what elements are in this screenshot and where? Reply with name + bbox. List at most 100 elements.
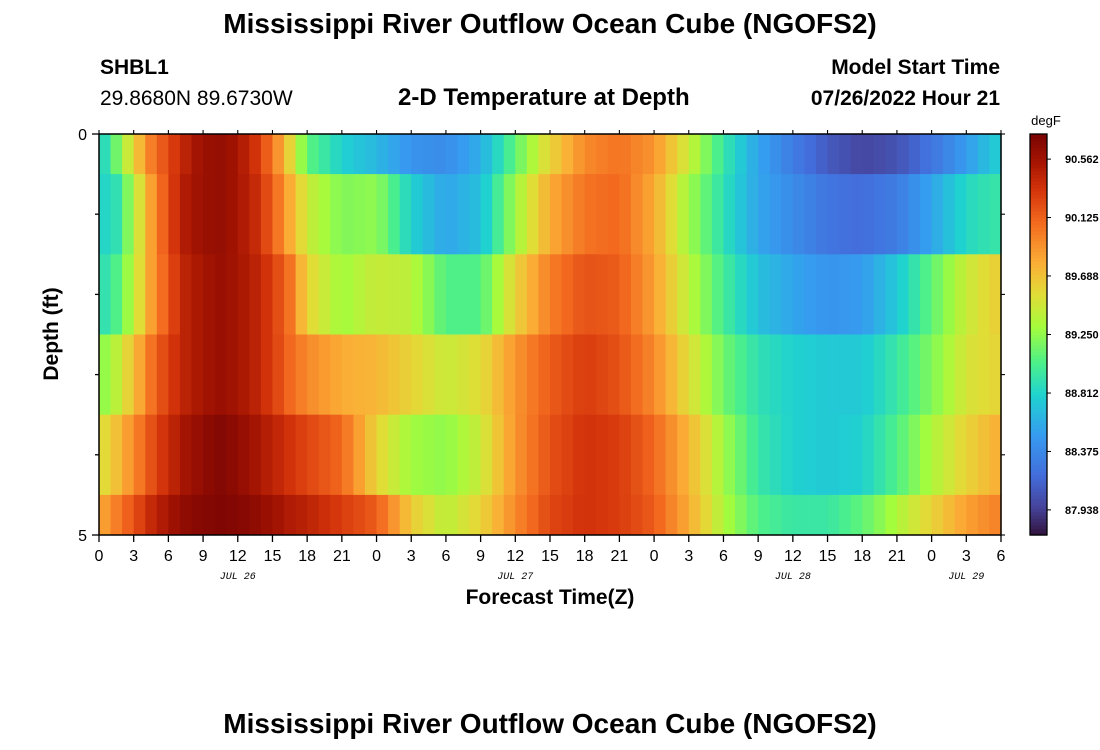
heatmap-cell xyxy=(665,494,678,536)
heatmap-cell xyxy=(399,134,412,175)
colorbar-segment xyxy=(1030,257,1047,262)
heatmap-cell xyxy=(758,494,771,536)
heatmap-cell xyxy=(295,134,308,175)
heatmap-cell xyxy=(422,414,435,496)
heatmap-cell xyxy=(723,174,736,255)
colorbar-segment xyxy=(1030,498,1047,503)
heatmap-cell xyxy=(353,254,366,335)
heatmap-cell xyxy=(746,134,759,175)
x-tick-label: 0 xyxy=(95,548,104,565)
heatmap-cell xyxy=(954,494,967,536)
colorbar-segment xyxy=(1030,504,1047,509)
colorbar-segment xyxy=(1030,137,1047,142)
heatmap-cell xyxy=(272,254,285,335)
heatmap-cell xyxy=(156,174,169,255)
heatmap-cell xyxy=(133,494,146,536)
heatmap-cell xyxy=(341,414,355,496)
heatmap-cell xyxy=(191,174,204,255)
heatmap-cell xyxy=(480,254,493,335)
heatmap-cell xyxy=(827,414,840,496)
heatmap-cell xyxy=(711,414,725,496)
heatmap-cell xyxy=(850,174,863,255)
chart-subtitle: 2-D Temperature at Depth xyxy=(398,84,690,111)
heatmap-cell xyxy=(758,414,771,496)
heatmap-cell xyxy=(295,334,308,416)
heatmap-cell xyxy=(469,334,482,416)
heatmap-cell xyxy=(989,174,1002,255)
date-label: JUL 29 xyxy=(948,572,984,583)
colorbar-segment xyxy=(1030,160,1047,165)
x-tick-label: 12 xyxy=(784,548,802,565)
heatmap-cell xyxy=(862,174,875,255)
colorbar-segment xyxy=(1030,240,1047,245)
heatmap-cell xyxy=(341,254,355,335)
heatmap-cell xyxy=(954,414,967,496)
colorbar-segment xyxy=(1030,250,1047,255)
x-tick-label: 6 xyxy=(164,548,173,565)
colorbar-segment xyxy=(1030,481,1047,486)
heatmap-cell xyxy=(122,334,135,416)
heatmap-cell xyxy=(226,494,239,536)
heatmap-cell xyxy=(735,494,748,536)
heatmap-cell xyxy=(422,334,435,416)
colorbar-segment xyxy=(1030,418,1047,422)
heatmap-cell xyxy=(735,414,748,496)
heatmap-cell xyxy=(839,174,852,255)
heatmap-cell xyxy=(388,494,401,536)
heatmap-cell xyxy=(711,334,725,416)
heatmap-cell xyxy=(353,494,366,536)
heatmap-cell xyxy=(330,174,343,255)
colorbar-segment xyxy=(1030,174,1047,179)
heatmap-cell xyxy=(723,334,736,416)
heatmap-cell xyxy=(735,134,748,175)
heatmap-cell xyxy=(515,494,528,536)
heatmap-cell xyxy=(156,414,169,496)
heatmap-cell xyxy=(226,254,239,335)
heatmap-cell xyxy=(388,254,401,335)
heatmap-cell xyxy=(191,494,204,536)
heatmap-cell xyxy=(284,254,297,335)
heatmap-cell xyxy=(804,494,817,536)
heatmap-cell xyxy=(307,174,320,255)
heatmap-cell xyxy=(249,494,262,536)
colorbar-segment xyxy=(1030,277,1047,282)
heatmap-cell xyxy=(226,174,239,255)
heatmap-cell xyxy=(272,134,285,175)
heatmap-cell xyxy=(399,414,412,496)
heatmap-cell xyxy=(492,254,505,335)
heatmap-cell xyxy=(214,334,227,416)
heatmap-cell xyxy=(735,334,748,416)
colorbar-unit: degF xyxy=(1031,113,1061,128)
heatmap-cell xyxy=(133,254,146,335)
heatmap-cell xyxy=(295,494,308,536)
heatmap-cell xyxy=(307,494,320,536)
heatmap-cell xyxy=(133,174,146,255)
colorbar-segment xyxy=(1030,514,1047,519)
heatmap-cell xyxy=(295,254,308,335)
heatmap-cell xyxy=(827,174,840,255)
heatmap-cell xyxy=(318,134,331,175)
heatmap-cell xyxy=(711,254,725,335)
heatmap-cell xyxy=(411,134,424,175)
heatmap-cell xyxy=(896,254,910,335)
heatmap-cell xyxy=(862,494,875,536)
heatmap-cell xyxy=(607,174,620,255)
heatmap-cell xyxy=(561,414,574,496)
heatmap-cell xyxy=(353,334,366,416)
heatmap-cell xyxy=(711,174,725,255)
heatmap-cell xyxy=(445,414,459,496)
heatmap-cell xyxy=(445,254,459,335)
heatmap-cell xyxy=(330,254,343,335)
heatmap-cell xyxy=(445,174,459,255)
x-tick-label: 21 xyxy=(610,548,628,565)
heatmap-cell xyxy=(977,494,991,536)
heatmap-cell xyxy=(908,494,921,536)
heatmap-cell xyxy=(457,134,470,175)
heatmap-cell xyxy=(434,494,447,536)
heatmap-cell xyxy=(480,174,493,255)
colorbar-segment xyxy=(1030,291,1047,295)
colorbar-segment xyxy=(1030,341,1047,346)
heatmap-cell xyxy=(388,334,401,416)
heatmap-cell xyxy=(480,414,493,496)
heatmap-cell xyxy=(434,174,447,255)
